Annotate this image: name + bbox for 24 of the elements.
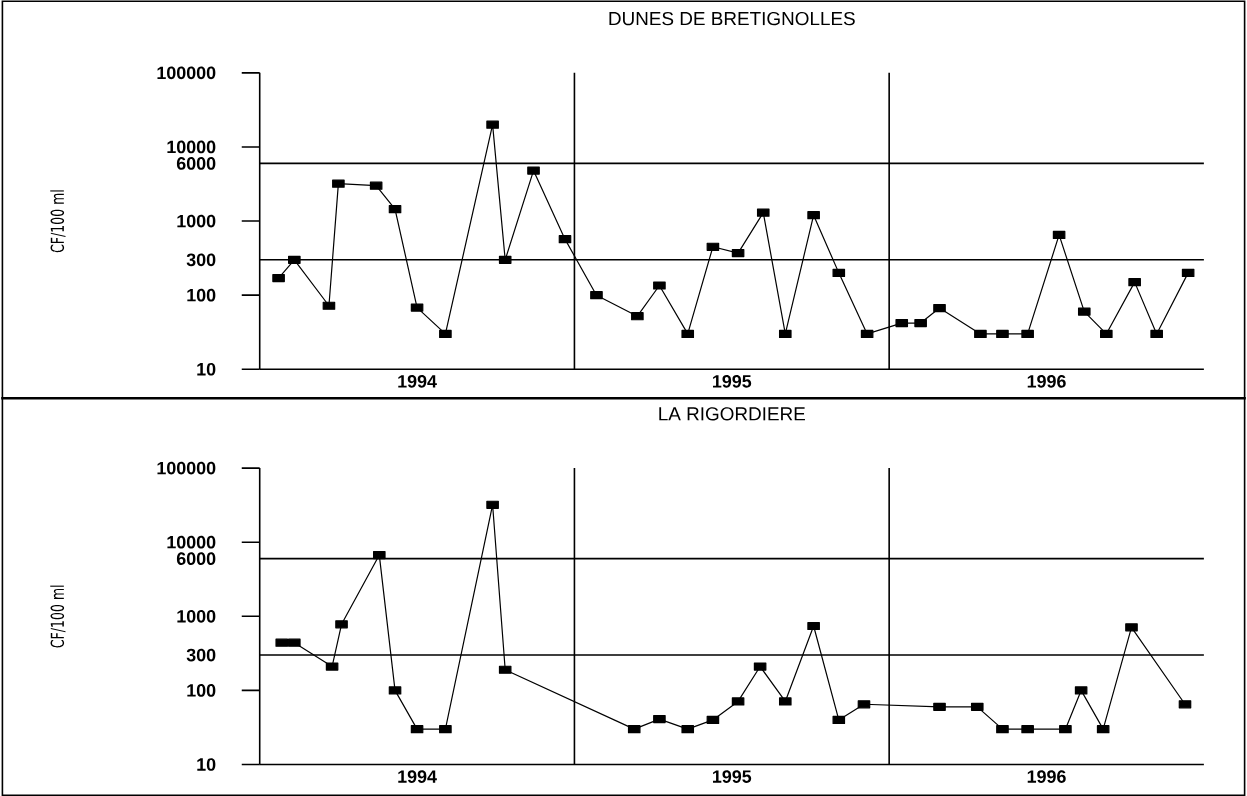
y-tick-label: 10 — [197, 362, 216, 376]
y-tick-label: 100 — [187, 288, 216, 302]
y-tick-label: 1000 — [177, 214, 216, 228]
x-tick-label: 1996 — [1027, 374, 1066, 388]
ref-line-label: 6000 — [176, 156, 216, 170]
y-tick-label: 100000 — [157, 461, 216, 475]
x-tick-label: 1995 — [713, 374, 752, 388]
y-tick-label: 10 — [197, 757, 216, 771]
y-axis-title: CF/100 ml — [50, 585, 66, 648]
x-tick-label: 1995 — [713, 769, 752, 783]
y-tick-label: 100000 — [157, 66, 216, 79]
y-axis-title: CF/100 ml — [50, 190, 66, 253]
y-tick-label: 1000 — [177, 609, 216, 623]
ref-line-label: 6000 — [176, 552, 216, 565]
x-tick-label: 1994 — [398, 769, 437, 783]
x-tick-label: 1996 — [1027, 769, 1066, 783]
ref-line-label: 300 — [186, 253, 216, 266]
chart-title: DUNES DE BRETIGNOLLES — [609, 11, 855, 26]
y-tick-label: 100 — [187, 683, 216, 697]
ref-line-label: 300 — [186, 648, 216, 662]
x-tick-label: 1994 — [398, 374, 437, 388]
y-tick-label: 10000 — [167, 535, 216, 549]
chart-title: LA RIGORDIERE — [659, 406, 805, 421]
y-tick-label: 10000 — [167, 140, 216, 154]
